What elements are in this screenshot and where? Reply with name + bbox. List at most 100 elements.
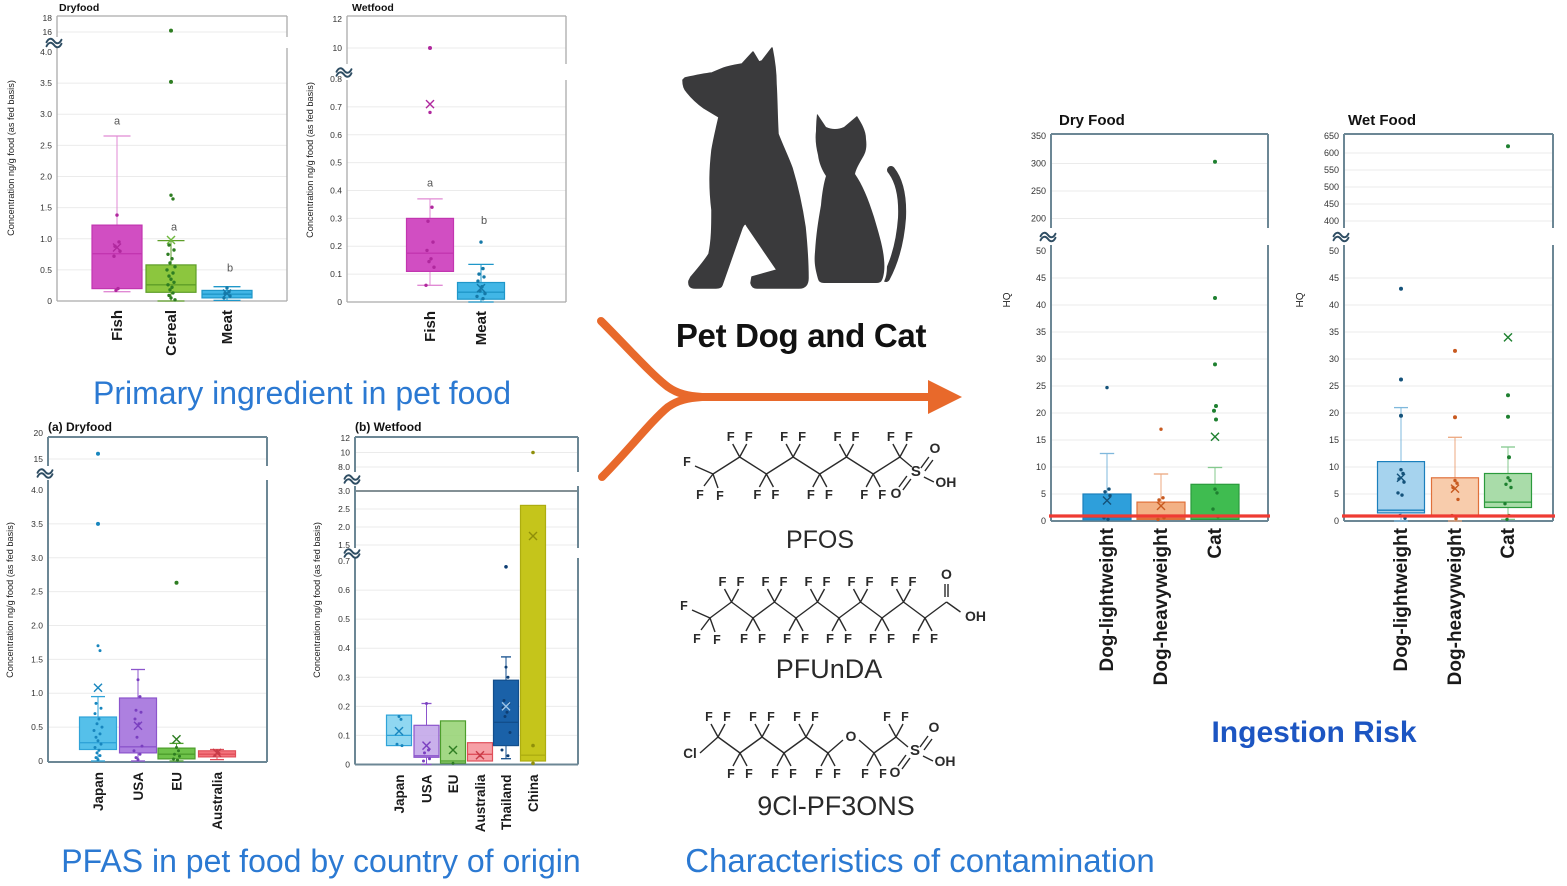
svg-text:F: F xyxy=(705,710,713,724)
svg-text:0: 0 xyxy=(337,297,342,307)
svg-text:Thailand: Thailand xyxy=(499,775,514,831)
svg-text:Japan: Japan xyxy=(91,772,106,811)
svg-text:3.5: 3.5 xyxy=(40,78,52,88)
svg-text:F: F xyxy=(727,429,735,444)
svg-text:0.7: 0.7 xyxy=(338,556,350,566)
svg-text:F: F xyxy=(833,767,841,781)
svg-text:1.0: 1.0 xyxy=(31,688,43,698)
svg-text:16: 16 xyxy=(43,27,53,37)
svg-text:F: F xyxy=(823,574,831,589)
svg-text:Meat: Meat xyxy=(219,310,236,344)
svg-text:18: 18 xyxy=(43,13,53,23)
svg-text:F: F xyxy=(696,488,704,502)
svg-text:a: a xyxy=(427,178,434,190)
svg-text:F: F xyxy=(807,487,815,502)
svg-text:550: 550 xyxy=(1324,165,1339,175)
svg-text:2.5: 2.5 xyxy=(40,140,52,150)
svg-text:USA: USA xyxy=(420,774,435,803)
svg-text:15: 15 xyxy=(1036,435,1046,445)
svg-text:F: F xyxy=(753,487,761,502)
svg-text:Ingestion Risk: Ingestion Risk xyxy=(1211,716,1416,749)
svg-text:20: 20 xyxy=(34,428,44,438)
svg-text:O: O xyxy=(929,719,940,735)
svg-text:F: F xyxy=(811,710,819,724)
svg-text:F: F xyxy=(815,767,823,781)
svg-text:Australia: Australia xyxy=(210,772,225,830)
svg-text:a: a xyxy=(114,116,121,128)
svg-text:45: 45 xyxy=(1329,273,1339,283)
svg-text:0.5: 0.5 xyxy=(338,614,350,624)
svg-text:30: 30 xyxy=(1329,354,1339,364)
svg-text:F: F xyxy=(852,429,860,444)
svg-text:F: F xyxy=(771,767,779,781)
svg-text:F: F xyxy=(737,574,745,589)
svg-text:25: 25 xyxy=(1036,381,1046,391)
svg-text:Japan: Japan xyxy=(392,775,407,814)
svg-text:0: 0 xyxy=(345,760,350,770)
svg-text:0.1: 0.1 xyxy=(338,730,350,740)
svg-text:Concentration ng/g food (as fe: Concentration ng/g food (as fed basis) xyxy=(6,80,16,236)
svg-text:F: F xyxy=(727,767,735,781)
svg-text:2.0: 2.0 xyxy=(338,522,350,532)
svg-text:F: F xyxy=(745,429,753,444)
svg-text:50: 50 xyxy=(1329,246,1339,256)
svg-text:0: 0 xyxy=(47,296,52,306)
svg-text:F: F xyxy=(878,487,886,502)
svg-text:USA: USA xyxy=(131,772,146,801)
svg-text:0.3: 0.3 xyxy=(330,213,342,223)
svg-text:20: 20 xyxy=(1036,408,1046,418)
svg-text:F: F xyxy=(848,574,856,589)
svg-text:PFOS: PFOS xyxy=(786,526,854,554)
svg-text:F: F xyxy=(713,633,721,647)
svg-text:35: 35 xyxy=(1329,327,1339,337)
svg-text:2.0: 2.0 xyxy=(40,172,52,182)
svg-text:12: 12 xyxy=(333,14,343,24)
svg-text:Dog-lightweight: Dog-lightweight xyxy=(1097,527,1118,671)
svg-text:F: F xyxy=(912,631,920,646)
svg-text:450: 450 xyxy=(1324,199,1339,209)
svg-text:4.0: 4.0 xyxy=(40,47,52,57)
svg-text:F: F xyxy=(834,429,842,444)
svg-text:F: F xyxy=(805,574,813,589)
svg-text:PFUnDA: PFUnDA xyxy=(776,654,883,684)
svg-text:China: China xyxy=(526,774,541,812)
svg-text:F: F xyxy=(909,574,917,589)
svg-text:Cl: Cl xyxy=(683,746,697,761)
svg-text:F: F xyxy=(767,710,775,724)
svg-text:EU: EU xyxy=(446,775,461,794)
svg-text:0: 0 xyxy=(1334,516,1339,526)
svg-text:15: 15 xyxy=(1329,435,1339,445)
svg-text:Dryfood: Dryfood xyxy=(59,2,99,14)
svg-text:O: O xyxy=(929,440,940,456)
svg-text:Fish: Fish xyxy=(422,311,439,342)
svg-text:Dog-heavyweight: Dog-heavyweight xyxy=(1445,527,1466,685)
svg-text:F: F xyxy=(869,631,877,646)
svg-text:1.5: 1.5 xyxy=(338,540,350,550)
svg-text:Dog-lightweight: Dog-lightweight xyxy=(1391,527,1412,671)
svg-text:2.5: 2.5 xyxy=(31,587,43,597)
svg-text:0.5: 0.5 xyxy=(40,265,52,275)
svg-text:30: 30 xyxy=(1036,354,1046,364)
svg-text:F: F xyxy=(723,710,731,724)
svg-text:F: F xyxy=(861,767,869,781)
svg-text:Concentration ng/g food (as fe: Concentration ng/g food (as fed basis) xyxy=(312,522,322,678)
svg-text:0: 0 xyxy=(38,756,43,766)
svg-text:200: 200 xyxy=(1031,214,1046,224)
svg-text:0.1: 0.1 xyxy=(330,269,342,279)
svg-text:Dry Food: Dry Food xyxy=(1059,112,1125,129)
svg-text:F: F xyxy=(758,631,766,646)
svg-text:35: 35 xyxy=(1036,327,1046,337)
svg-text:F: F xyxy=(825,487,833,502)
svg-text:1.5: 1.5 xyxy=(31,654,43,664)
svg-text:Fish: Fish xyxy=(109,310,126,341)
svg-text:0.3: 0.3 xyxy=(338,672,350,682)
svg-text:OH: OH xyxy=(935,753,956,769)
svg-text:F: F xyxy=(716,489,724,503)
svg-text:(b) Wetfood: (b) Wetfood xyxy=(355,420,421,434)
svg-text:Wet Food: Wet Food xyxy=(1348,112,1416,129)
svg-text:3.0: 3.0 xyxy=(31,553,43,563)
svg-text:F: F xyxy=(793,710,801,724)
svg-text:0.6: 0.6 xyxy=(338,585,350,595)
svg-text:F: F xyxy=(883,710,891,724)
svg-text:EU: EU xyxy=(170,772,185,791)
